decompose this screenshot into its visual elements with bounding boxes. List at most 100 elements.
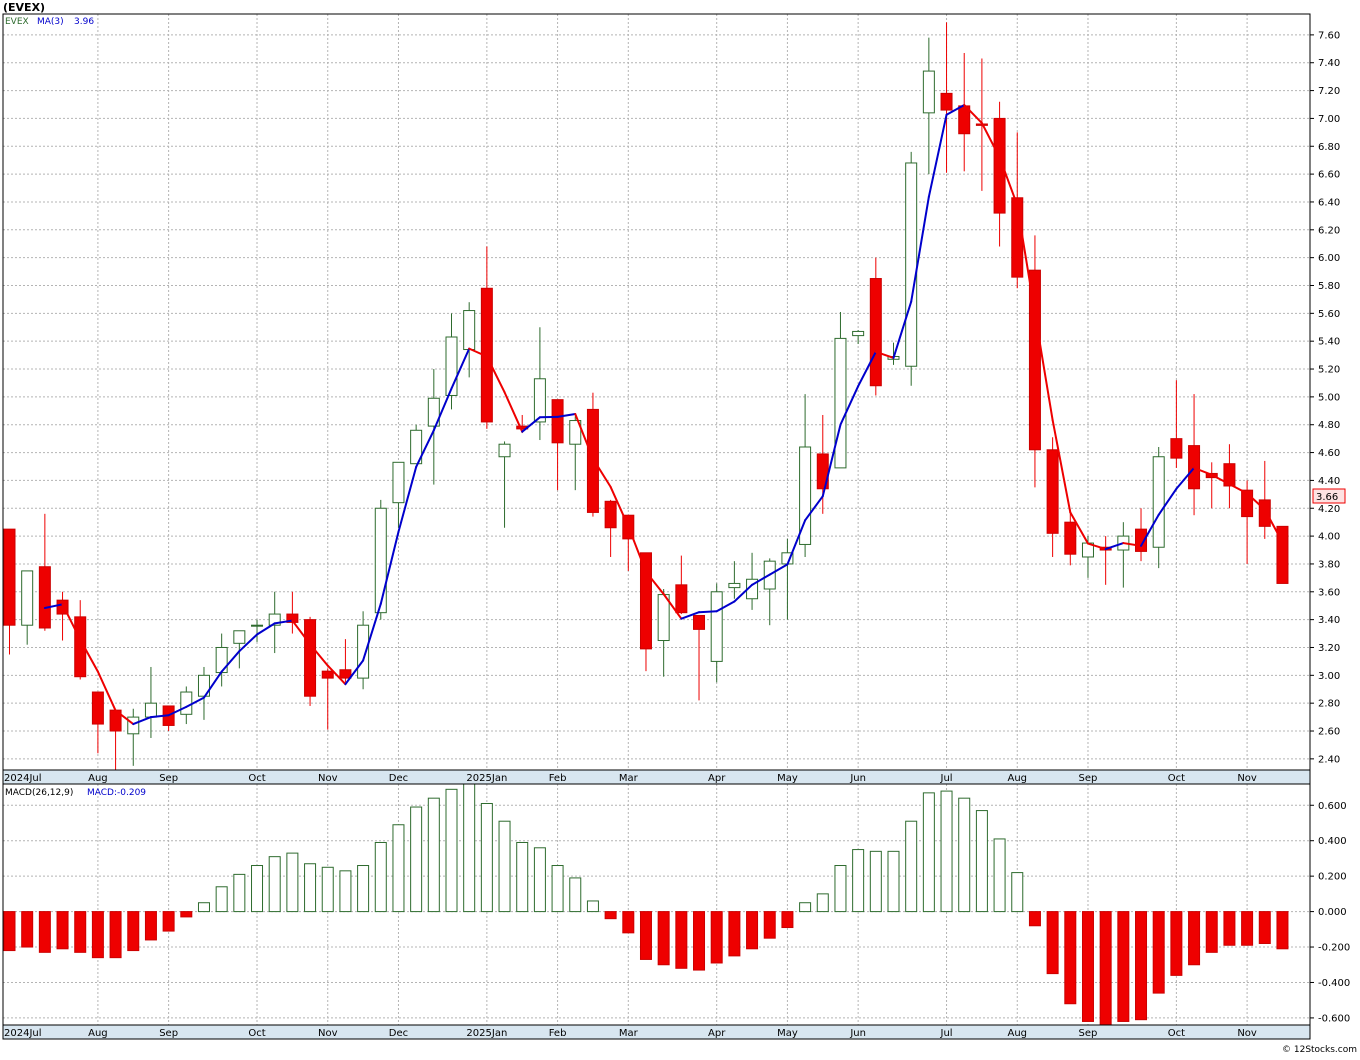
- macd-bar: [835, 866, 846, 912]
- macd-bar: [605, 912, 616, 919]
- price-ytick-label: 5.00: [1318, 392, 1340, 403]
- price-month-label: Jul: [940, 773, 953, 784]
- candle-body: [464, 311, 475, 350]
- macd-date-axis: [3, 1025, 1310, 1039]
- candle-body: [923, 71, 934, 113]
- macd-month-label: Feb: [549, 1028, 567, 1039]
- price-month-label: Nov: [1237, 773, 1257, 784]
- ma-segment: [929, 115, 947, 197]
- macd-bar: [817, 894, 828, 912]
- macd-month-label: Oct: [248, 1028, 265, 1039]
- ma-legend-value: 3.96: [74, 17, 94, 27]
- price-ytick-label: 5.80: [1318, 281, 1340, 292]
- macd-bar: [658, 912, 669, 965]
- price-ytick-label: 2.80: [1318, 699, 1340, 710]
- candle-body: [1259, 500, 1270, 526]
- price-ytick-label: 3.60: [1318, 587, 1340, 598]
- price-ytick-label: 3.80: [1318, 559, 1340, 570]
- price-legend-symbol: EVEX: [5, 17, 29, 27]
- macd-bar: [375, 842, 386, 911]
- price-month-label: Nov: [318, 773, 338, 784]
- macd-bar: [411, 807, 422, 912]
- macd-bar: [464, 784, 475, 912]
- candle-body: [906, 163, 917, 366]
- candle-body: [216, 647, 227, 672]
- macd-bar: [22, 912, 33, 947]
- candle-body: [305, 620, 316, 697]
- last-price-label: 3.66: [1316, 492, 1338, 503]
- price-panel-frame: [3, 14, 1310, 770]
- macd-month-label: Nov: [318, 1028, 338, 1039]
- candle-body: [1153, 457, 1164, 547]
- macd-bar: [959, 798, 970, 911]
- macd-month-label: 2025Jan: [466, 1028, 507, 1039]
- candle-body: [92, 692, 103, 724]
- macd-bar: [428, 798, 439, 911]
- candle-body: [941, 93, 952, 110]
- price-date-axis: [3, 770, 1310, 784]
- macd-bar: [1082, 912, 1093, 1022]
- candle-body: [835, 338, 846, 467]
- candle-body: [1171, 439, 1182, 458]
- macd-bar: [287, 853, 298, 911]
- macd-bar: [1242, 912, 1253, 946]
- macd-bar: [1012, 873, 1023, 912]
- ma-segment: [505, 392, 523, 431]
- macd-bar: [340, 871, 351, 912]
- macd-bar: [358, 866, 369, 912]
- price-month-label: 2024Jul: [4, 773, 42, 784]
- price-month-label: Sep: [159, 773, 178, 784]
- candle-body: [1047, 450, 1058, 534]
- ma-segment: [1229, 484, 1247, 493]
- macd-bar: [1224, 912, 1235, 946]
- macd-ytick-label: -0.400: [1318, 978, 1350, 989]
- macd-bar: [1029, 912, 1040, 926]
- macd-bar: [57, 912, 68, 949]
- macd-month-label: Oct: [1168, 1028, 1185, 1039]
- candle-body: [711, 592, 722, 662]
- price-month-label: Feb: [549, 773, 567, 784]
- price-month-label: Mar: [619, 773, 639, 784]
- macd-ytick-label: 0.400: [1318, 836, 1347, 847]
- macd-bar: [1047, 912, 1058, 974]
- price-ytick-label: 4.80: [1318, 420, 1340, 431]
- macd-bar: [393, 825, 404, 912]
- candle-body: [658, 595, 669, 641]
- macd-bar: [92, 912, 103, 958]
- price-ytick-label: 7.60: [1318, 30, 1340, 41]
- macd-bar: [694, 912, 705, 970]
- macd-legend-value: MACD:-0.209: [87, 788, 146, 798]
- candle-body: [499, 444, 510, 457]
- grid-layer: [3, 14, 1310, 1025]
- price-ytick-label: 5.20: [1318, 365, 1340, 376]
- macd-month-label: Aug: [88, 1028, 108, 1039]
- macd-bar: [145, 912, 156, 940]
- price-ytick-label: 6.20: [1318, 225, 1340, 236]
- macd-bar: [976, 811, 987, 912]
- macd-month-label: Mar: [619, 1028, 639, 1039]
- price-ytick-label: 2.40: [1318, 754, 1340, 765]
- price-month-label: 2025Jan: [466, 773, 507, 784]
- price-ytick-label: 5.60: [1318, 309, 1340, 320]
- price-ytick-label: 3.00: [1318, 671, 1340, 682]
- macd-bar: [782, 912, 793, 928]
- macd-bar: [1277, 912, 1288, 949]
- macd-legend-label: MACD(26,12,9): [5, 788, 73, 798]
- candle-body: [22, 571, 33, 625]
- candle-body: [39, 567, 50, 628]
- macd-bar: [764, 912, 775, 939]
- candle-body: [729, 583, 740, 587]
- price-month-label: Aug: [88, 773, 108, 784]
- macd-bar: [587, 901, 598, 912]
- candle-body: [181, 692, 192, 714]
- price-month-label: Sep: [1079, 773, 1098, 784]
- macd-bar: [305, 864, 316, 912]
- candle-body: [252, 625, 263, 626]
- candle-body: [393, 462, 404, 502]
- macd-ytick-label: -0.200: [1318, 943, 1350, 954]
- macd-bar: [870, 851, 881, 911]
- macd-month-label: Nov: [1237, 1028, 1257, 1039]
- candle-body: [128, 717, 139, 734]
- macd-month-label: Sep: [1079, 1028, 1098, 1039]
